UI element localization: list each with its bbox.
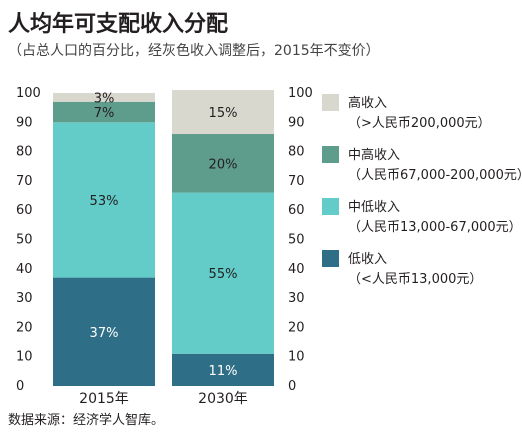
- legend-range: （>人民币200,000元）: [348, 116, 491, 131]
- y-tick-right: 100: [288, 86, 313, 101]
- x-tick-label: 2030年: [198, 391, 248, 407]
- data-label: 53%: [90, 194, 119, 209]
- y-tick-left: 100: [16, 86, 41, 101]
- legend-range: （人民币13,000-67,000元）: [348, 220, 522, 235]
- y-tick-left: 50: [16, 233, 33, 248]
- x-tick-label: 2015年: [79, 391, 129, 407]
- legend-label: 中低收入: [348, 200, 401, 215]
- y-axis-left: 0 10 20 30 40 50 60 70 80 90 100: [16, 86, 41, 394]
- data-label: 37%: [90, 326, 119, 341]
- y-axis-right: 0 10 20 30 40 50 60 70 80 90 100: [288, 86, 313, 394]
- chart-subtitle: （占总人口的百分比，经灰色收入调整后，2015年不变价）: [8, 43, 380, 59]
- data-label: 3%: [94, 91, 115, 106]
- bar-segment: [53, 93, 155, 102]
- data-label: 11%: [209, 364, 238, 379]
- x-axis-labels: 2015年 2030年: [79, 391, 248, 407]
- legend-range: （<人民币13,000元）: [348, 272, 483, 287]
- bar-segment: [172, 353, 274, 386]
- y-tick-left: 70: [16, 174, 33, 189]
- legend-label: 低收入: [348, 252, 388, 267]
- data-label: 20%: [209, 157, 238, 172]
- legend-range: （人民币67,000-200,000元）: [348, 168, 522, 183]
- legend: 高收入 （>人民币200,000元） 中高收入 （人民币67,000-200,000元…: [322, 92, 522, 300]
- y-tick-right: 90: [288, 115, 305, 130]
- bar-segment: [53, 101, 155, 123]
- y-tick-right: 10: [288, 350, 305, 365]
- data-label: 55%: [209, 267, 238, 282]
- legend-swatch: [322, 94, 339, 111]
- y-tick-right: 30: [288, 291, 305, 306]
- y-tick-right: 80: [288, 145, 305, 160]
- data-label: 7%: [94, 106, 115, 121]
- bar-segment: [172, 134, 274, 193]
- legend-item: 高收入 （>人民币200,000元）: [322, 92, 518, 132]
- y-tick-right: 40: [288, 262, 305, 277]
- y-tick-left: 20: [16, 320, 33, 335]
- chart-title: 人均年可支配收入分配: [8, 12, 229, 37]
- y-tick-left: 40: [16, 262, 33, 277]
- bar-segment: [53, 122, 155, 278]
- legend-swatch: [322, 146, 339, 163]
- legend-item: 中高收入 （人民币67,000-200,000元）: [322, 144, 522, 184]
- bar-segment: [172, 90, 274, 135]
- y-tick-left: 10: [16, 350, 33, 365]
- y-tick-left: 0: [16, 379, 24, 394]
- legend-swatch: [322, 198, 339, 215]
- y-tick-right: 60: [288, 203, 305, 218]
- legend-swatch: [322, 250, 339, 267]
- y-tick-right: 70: [288, 174, 305, 189]
- legend-item: 中低收入 （人民币13,000-67,000元）: [322, 196, 522, 236]
- data-label: 15%: [209, 106, 238, 121]
- y-tick-left: 90: [16, 115, 33, 130]
- y-tick-left: 80: [16, 145, 33, 160]
- y-tick-right: 0: [288, 379, 296, 394]
- legend-item: 低收入 （<人民币13,000元）: [322, 248, 518, 288]
- bar-segment: [172, 192, 274, 354]
- bar-segment: [53, 277, 155, 386]
- bars: 37% 53% 7%3% 11% 55% 20% 15%: [53, 90, 274, 386]
- legend-label: 高收入: [348, 96, 388, 111]
- y-tick-right: 20: [288, 320, 305, 335]
- y-tick-left: 30: [16, 291, 33, 306]
- y-tick-left: 60: [16, 203, 33, 218]
- legend-label: 中高收入: [348, 148, 401, 163]
- source-note: 数据来源：经济学人智库。: [8, 413, 165, 428]
- y-tick-right: 50: [288, 233, 305, 248]
